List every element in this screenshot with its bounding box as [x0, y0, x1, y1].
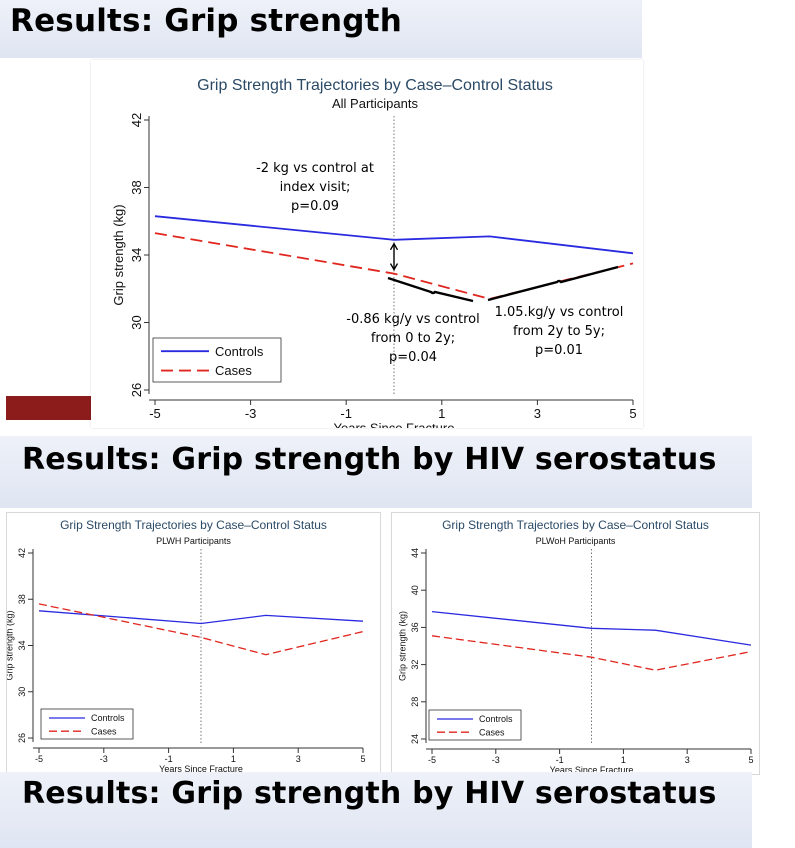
chart-subtitle: All Participants — [332, 96, 418, 111]
legend-label-cases: Cases — [215, 363, 252, 378]
x-tick-label: 1 — [231, 754, 236, 764]
x-tick-label: 5 — [360, 754, 365, 764]
chart-subtitle: PLWoH Participants — [536, 536, 616, 546]
legend-label-cases: Cases — [91, 726, 117, 736]
chart-plwoh-participants: Grip Strength Trajectories by Case–Contr… — [397, 518, 753, 774]
legend-box — [40, 708, 134, 740]
y-tick-label: 34 — [17, 640, 27, 650]
slide-heading-bottom: Results: Grip strength by HIV serostatus — [22, 776, 717, 811]
legend-label-controls: Controls — [91, 713, 125, 723]
x-tick-label: 1 — [438, 406, 445, 421]
chart-title: Grip Strength Trajectories by Case–Contr… — [442, 518, 709, 532]
y-tick-label: 38 — [17, 594, 27, 604]
x-axis-title: Years Since Fracture — [550, 765, 634, 774]
y-axis-title: Grip strength (kg) — [397, 611, 407, 681]
annotation-line: p=0.01 — [535, 343, 583, 358]
slide-heading-middle: Results: Grip strength by HIV serostatus — [22, 442, 717, 477]
legend-label-cases: Cases — [479, 727, 505, 737]
y-tick-label: 28 — [410, 697, 420, 707]
brace-0-to-2y — [387, 276, 474, 303]
accent-strip-left — [0, 58, 10, 396]
y-tick-label: 32 — [410, 660, 420, 670]
y-tick-label: 44 — [410, 548, 420, 558]
brace-2-to-5y — [487, 265, 619, 302]
heading-banner-middle: Results: Grip strength by HIV serostatus — [0, 436, 752, 508]
x-tick-label: -3 — [245, 406, 257, 421]
annotation-line: -2 kg vs control at — [256, 161, 374, 176]
chart-panel-all: Grip Strength Trajectories by Case–Contr… — [91, 60, 643, 428]
legend-box — [152, 337, 282, 383]
x-tick-label: -5 — [428, 755, 436, 765]
y-tick-label: 34 — [129, 248, 144, 262]
annotation-line: 1.05.kg/y vs control — [495, 305, 624, 320]
difference-arrow-head-up — [389, 242, 399, 251]
x-axis-title: Years Since Fracture — [334, 420, 455, 428]
annotation-line: p=0.04 — [389, 350, 437, 365]
y-tick-label: 40 — [410, 585, 420, 595]
y-tick-label: 26 — [17, 733, 27, 743]
chart-all-participants: Grip Strength Trajectories by Case–Contr… — [111, 77, 637, 428]
y-tick-label: 38 — [129, 180, 144, 194]
series-line-cases — [431, 635, 752, 671]
annotation-line: index visit; — [280, 180, 351, 195]
chart-title: Grip Strength Trajectories by Case–Contr… — [197, 77, 553, 94]
x-tick-label: 5 — [629, 406, 636, 421]
x-tick-label: -1 — [165, 754, 173, 764]
series-line-controls — [431, 610, 752, 646]
slide-heading-top: Results: Grip strength — [10, 3, 402, 39]
x-tick-label: 3 — [534, 406, 541, 421]
y-tick-label: 26 — [129, 383, 144, 397]
y-tick-label: 42 — [129, 113, 144, 127]
annotation-line: -0.86 kg/y vs control — [346, 312, 479, 327]
x-tick-label: 3 — [685, 755, 690, 765]
annotation-line: p=0.09 — [291, 199, 339, 214]
annotation-line: from 0 to 2y; — [371, 331, 455, 346]
y-tick-label: 30 — [17, 687, 27, 697]
x-tick-label: -3 — [492, 755, 500, 765]
y-tick-label: 30 — [129, 315, 144, 329]
annotation-line: from 2y to 5y; — [513, 324, 605, 339]
legend-label-controls: Controls — [215, 344, 264, 359]
chart-panel-plwoh: Grip Strength Trajectories by Case–Contr… — [391, 512, 760, 775]
legend-label-controls: Controls — [479, 714, 513, 724]
heading-banner-bottom: Results: Grip strength by HIV serostatus — [0, 772, 752, 848]
series-line-controls — [38, 610, 364, 625]
x-tick-label: -3 — [100, 754, 108, 764]
y-tick-label: 24 — [410, 734, 420, 744]
y-tick-label: 42 — [17, 548, 27, 558]
accent-strip-red — [6, 396, 92, 420]
chart-subtitle: PLWH Participants — [156, 536, 231, 546]
series-line-cases — [38, 603, 364, 656]
y-axis-title: Grip strength (kg) — [7, 610, 14, 680]
series-line-controls — [154, 215, 634, 255]
chart-plwh-participants: Grip Strength Trajectories by Case–Contr… — [7, 518, 366, 774]
x-tick-label: -1 — [556, 755, 564, 765]
heading-banner-top: Results: Grip strength — [0, 0, 642, 58]
x-tick-label: -5 — [149, 406, 161, 421]
chart-title: Grip Strength Trajectories by Case–Contr… — [60, 518, 327, 532]
chart-panel-plwh: Grip Strength Trajectories by Case–Contr… — [6, 512, 381, 775]
legend-box — [428, 709, 522, 741]
y-tick-label: 36 — [410, 622, 420, 632]
x-tick-label: -1 — [340, 406, 352, 421]
x-tick-label: 1 — [621, 755, 626, 765]
x-tick-label: 5 — [748, 755, 753, 765]
x-axis-title: Years Since Fracture — [159, 764, 243, 774]
x-tick-label: 3 — [296, 754, 301, 764]
y-axis-title: Grip strength (kg) — [111, 204, 126, 305]
x-tick-label: -5 — [35, 754, 43, 764]
difference-arrow-head-down — [389, 263, 399, 271]
